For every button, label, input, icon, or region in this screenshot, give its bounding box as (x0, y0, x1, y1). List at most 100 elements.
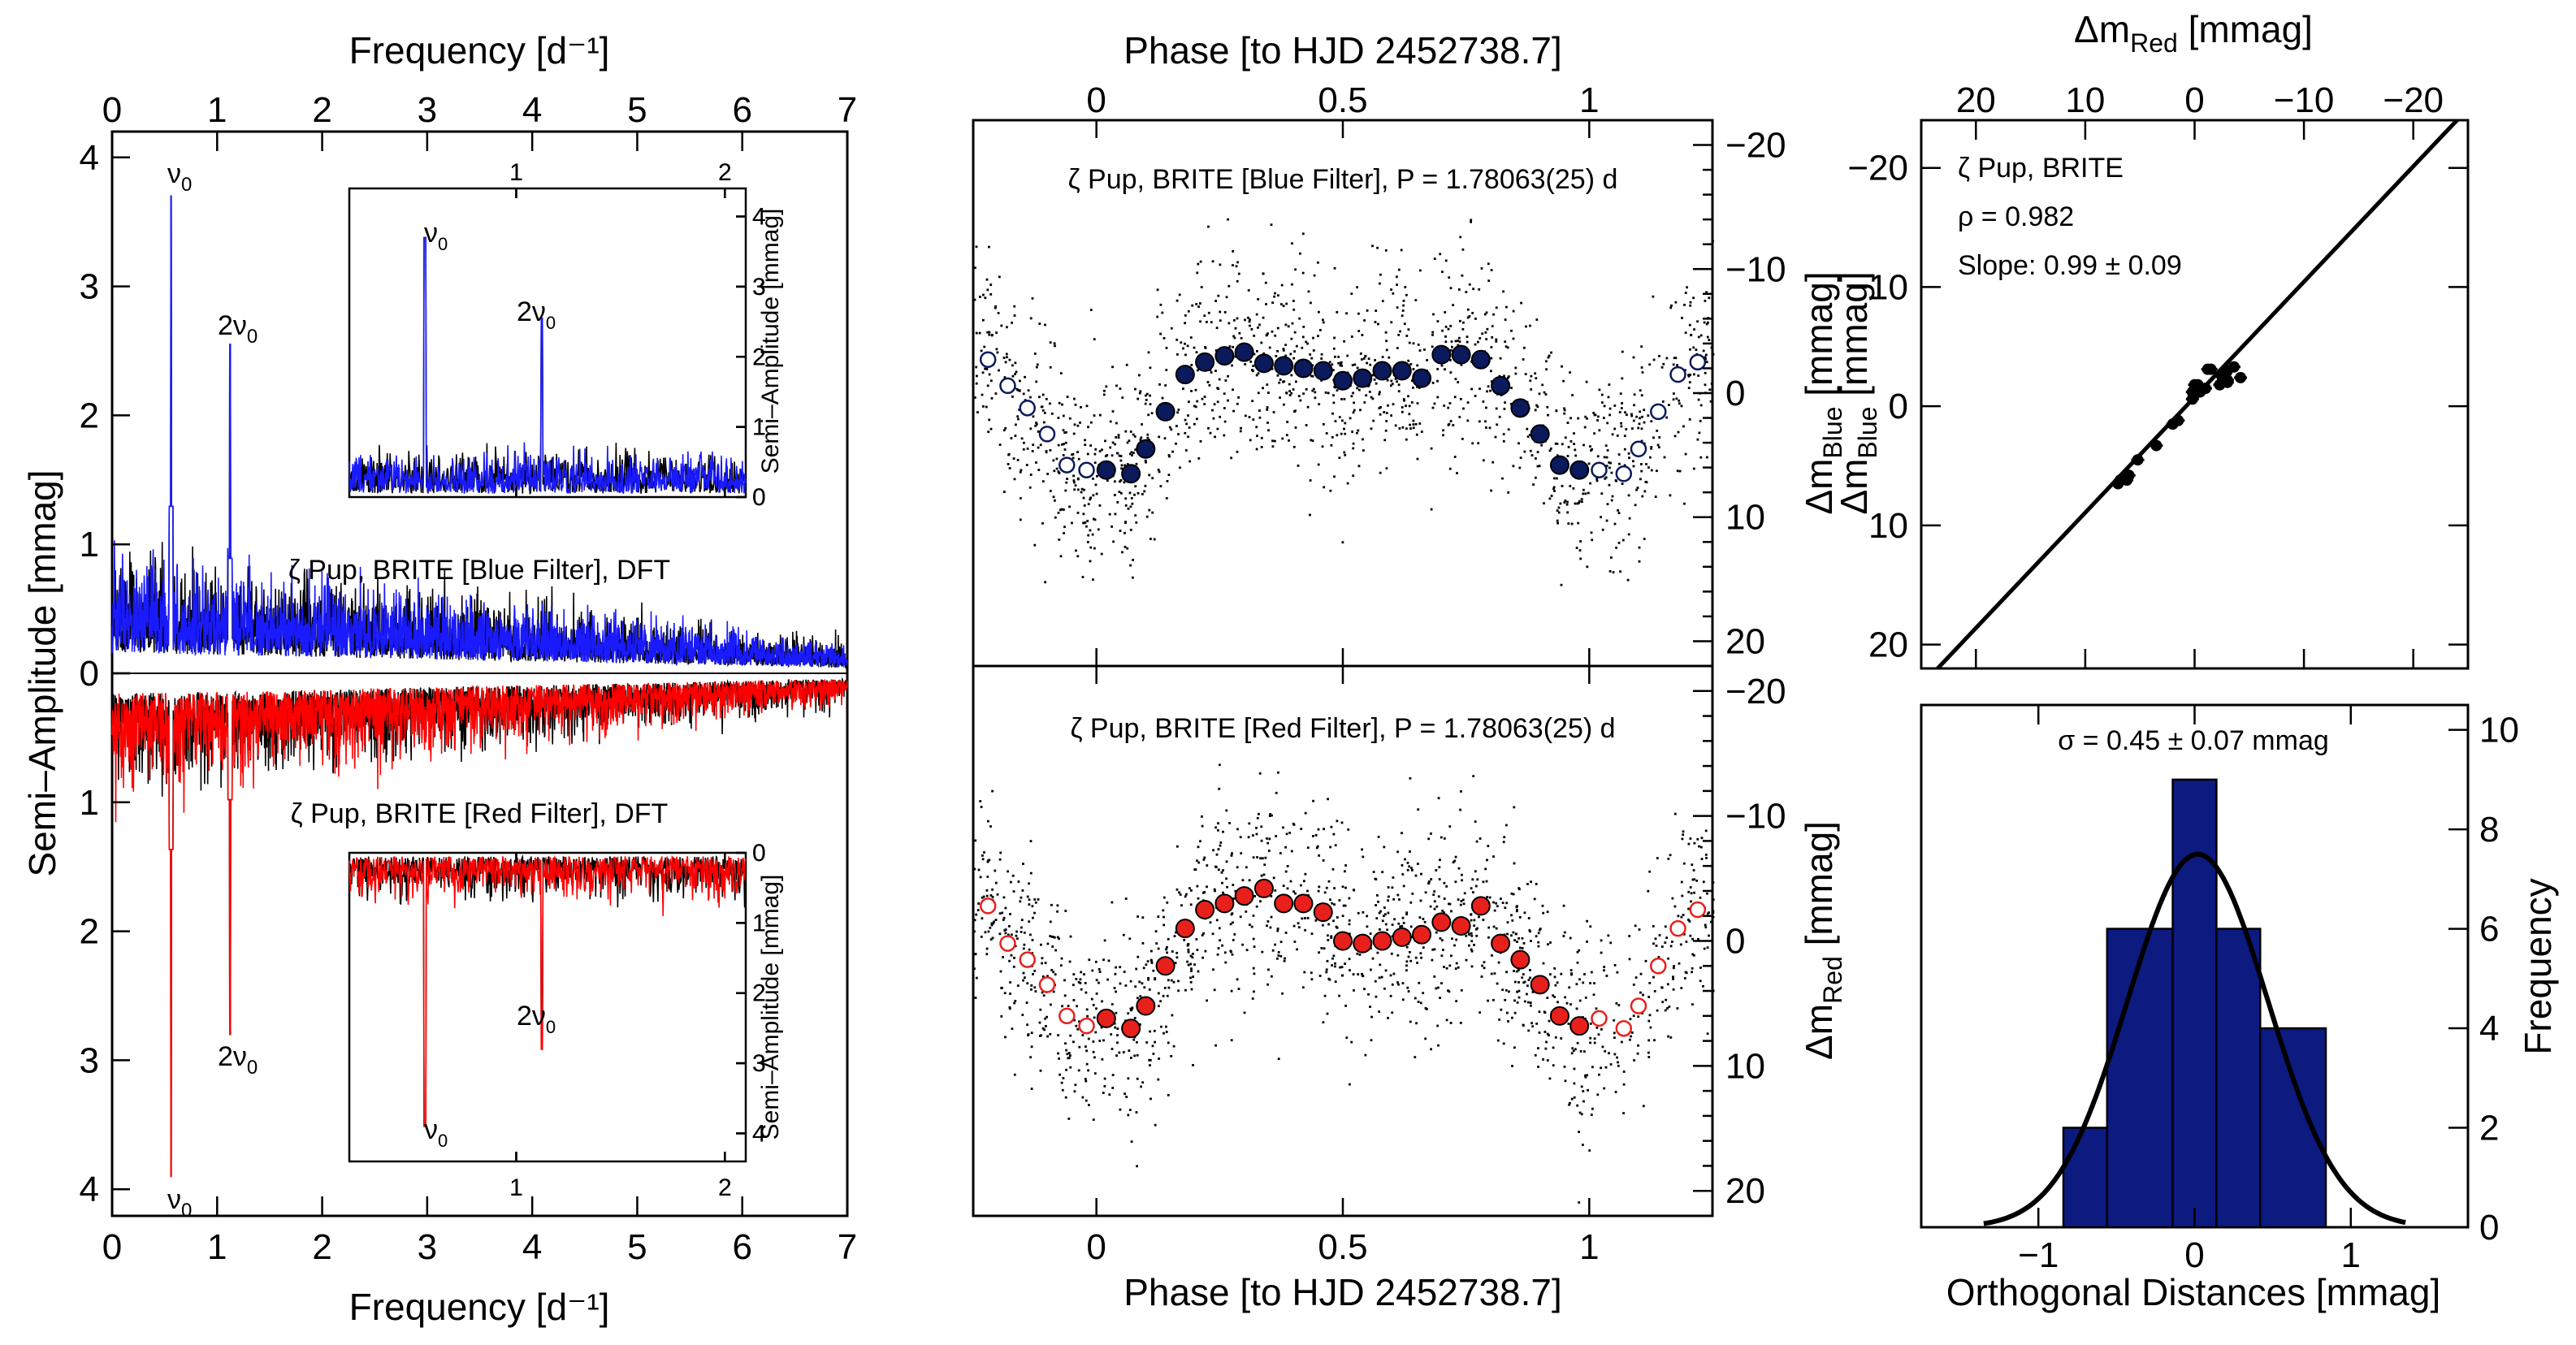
lc-red-raw-point (1275, 791, 1278, 794)
lc-blue-raw-point (1081, 576, 1085, 578)
lc-blue-raw-point (1436, 368, 1440, 370)
lc-blue-raw-point (1470, 220, 1472, 223)
lc-red-raw-point (1219, 844, 1222, 847)
lc-red-raw-point (1293, 941, 1297, 943)
lc-red-raw-point (1348, 932, 1351, 936)
lc-blue-raw-point (986, 384, 989, 387)
lc-blue-raw-point (1643, 490, 1647, 493)
lc-red-raw-point (1647, 1051, 1650, 1054)
lc-red-raw-point (1176, 845, 1179, 848)
lc-red-binned-point (1274, 893, 1294, 914)
lc-blue-raw-point (1384, 429, 1388, 432)
lc-blue-raw-point (1502, 433, 1505, 435)
lc-blue-raw-point (1087, 426, 1089, 429)
lc-blue-raw-point (1119, 455, 1123, 457)
lc-blue-raw-point (1165, 497, 1168, 500)
lc-blue-raw-point (1252, 365, 1255, 367)
lc-blue-raw-point (1693, 328, 1695, 331)
lc-red-raw-point (1064, 1042, 1067, 1045)
lc-red-raw-point (1002, 916, 1006, 919)
lc-blue-raw-point (1616, 435, 1619, 437)
lc-blue-raw-point (1412, 419, 1415, 422)
lc-red-raw-point (1027, 1034, 1029, 1037)
lc-red-raw-point (1056, 904, 1059, 907)
lc-blue-raw-point (1236, 317, 1239, 320)
lc-blue-raw-point (1491, 336, 1494, 339)
lc-blue-raw-point (990, 397, 994, 400)
lc-blue-raw-point (1182, 347, 1184, 350)
lc-red-raw-point (1256, 816, 1259, 820)
lc-red-raw-point (1422, 946, 1425, 949)
lc-red-raw-point (1002, 896, 1006, 899)
lc-blue-raw-point (1129, 529, 1132, 531)
lc-blue-raw-point (1260, 436, 1263, 439)
lc-blue-raw-point (1223, 407, 1226, 409)
lc-red-raw-point (1050, 935, 1054, 938)
inset-ytick-label: 4 (752, 1120, 766, 1147)
lc-blue-raw-point (1353, 401, 1355, 404)
lc-red-raw-point (1492, 925, 1496, 928)
lc-blue-raw-point (1449, 287, 1453, 290)
lc-blue-raw-point (1193, 346, 1196, 349)
lc-blue-raw-point (1621, 377, 1624, 380)
lc-red-raw-point (1341, 915, 1344, 918)
lc-blue-raw-point (1490, 357, 1493, 360)
lc-red-raw-point (1214, 1044, 1217, 1047)
lc-red-raw-point (1197, 845, 1200, 849)
lc-red-raw-point (1129, 1007, 1132, 1010)
lc-blue-raw-point (1471, 442, 1474, 445)
lc-blue-raw-point (1433, 402, 1436, 405)
lc-red-raw-point (1266, 841, 1270, 845)
lc-red-raw-point (1225, 877, 1227, 880)
lc-blue-raw-point (1140, 436, 1143, 439)
lc-red-raw-point (1522, 1023, 1525, 1027)
lc-red-raw-point (1028, 920, 1031, 923)
lc-red-raw-point (1664, 1009, 1667, 1012)
lc-blue-binned-point (1491, 375, 1511, 396)
lc-blue-raw-point (1504, 340, 1507, 344)
lc-blue-raw-point (1343, 339, 1345, 343)
lc-red-raw-point (1002, 956, 1004, 958)
lc-red-repeat-point (979, 897, 997, 915)
lc-blue-raw-point (1627, 452, 1630, 455)
lc-red-raw-point (1601, 1045, 1604, 1049)
lc-red-raw-point (1529, 930, 1531, 933)
lc-blue-raw-point (1094, 448, 1098, 451)
lc-red-raw-point (1699, 896, 1702, 899)
lc-blue-raw-point (982, 405, 985, 408)
lc-blue-raw-point (1104, 439, 1106, 443)
lc-blue-raw-point (1474, 395, 1477, 397)
lc-ytick-label: −20 (1725, 126, 1786, 166)
lc-red-raw-point (1347, 828, 1350, 831)
lc-blue-raw-point (1442, 429, 1444, 432)
lc-blue-raw-point (1637, 426, 1640, 430)
lc-red-raw-point (1154, 930, 1158, 933)
lc-red-raw-point (999, 851, 1002, 854)
lc-red-raw-point (1026, 982, 1029, 985)
lc-blue-raw-point (1244, 318, 1246, 322)
lc-blue-raw-point (1693, 373, 1695, 376)
lc-red-raw-point (1225, 860, 1228, 863)
lc-red-raw-point (1141, 942, 1145, 945)
lc-red-raw-point (1050, 903, 1053, 906)
lc-blue-raw-point (1188, 400, 1190, 404)
lc-red-raw-point (1041, 991, 1044, 994)
lc-blue-raw-point (1412, 426, 1415, 430)
lc-red-raw-point (1016, 984, 1020, 987)
lc-red-raw-point (1190, 967, 1193, 971)
lc-red-raw-point (1357, 911, 1360, 915)
lc-red-raw-point (1409, 959, 1413, 962)
lc-blue-raw-point (1523, 450, 1526, 453)
lc-red-raw-point (1108, 1093, 1111, 1096)
lc-red-raw-point (1328, 978, 1331, 981)
lc-red-raw-point (1127, 1114, 1130, 1117)
inset-xtick-label: 1 (509, 159, 523, 186)
lc-blue-raw-point (1391, 383, 1394, 386)
lc-blue-raw-point (1442, 434, 1444, 437)
lc-blue-raw-point (1596, 455, 1600, 458)
lc-blue-raw-point (1562, 379, 1565, 383)
lc-red-raw-point (1103, 939, 1106, 942)
lc-blue-raw-point (1227, 399, 1229, 402)
lc-red-raw-point (1087, 1069, 1089, 1072)
lc-blue-raw-point (1147, 413, 1150, 417)
